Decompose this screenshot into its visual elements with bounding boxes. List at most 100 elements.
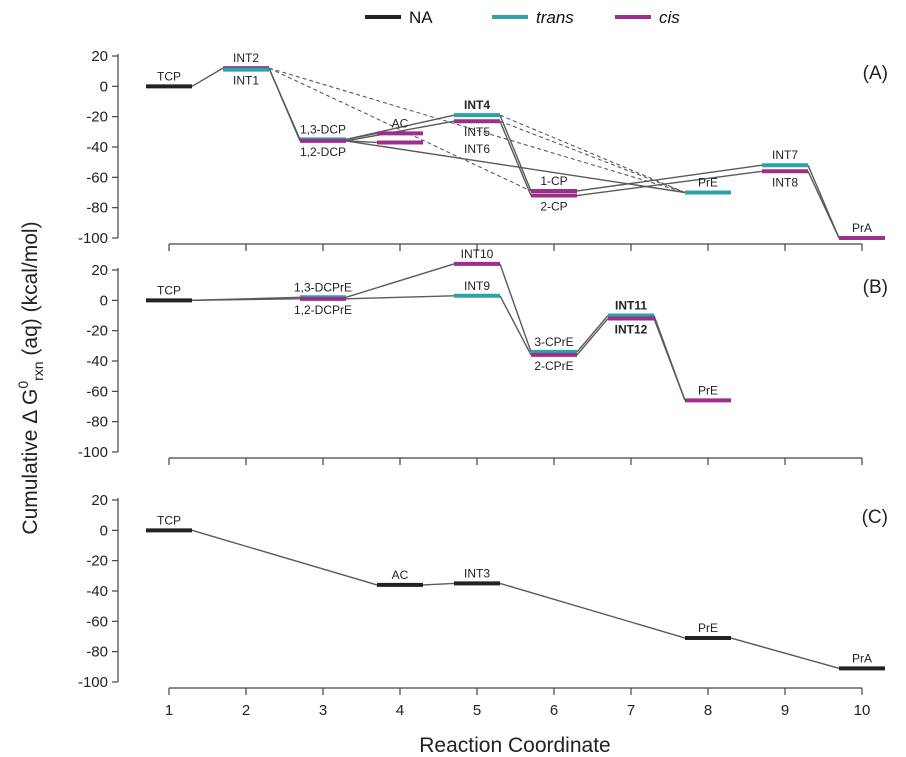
y-axis-title: Cumulative Δ G0rxn (aq) (kcal/mol) <box>15 221 46 534</box>
legend-item-cis: cis <box>615 8 680 27</box>
connector-line <box>268 67 301 142</box>
level-label-AC: AC <box>392 568 409 582</box>
x-tick-label: 5 <box>473 702 481 719</box>
connector-line <box>653 318 686 401</box>
panel-1: 20 0 -20 -40 -60 -80 -100 (B) TCP 1,3-DCPrE 1,2-DC… <box>78 247 888 465</box>
panel-tag: (B) <box>863 277 888 298</box>
legend-label-trans: trans <box>536 8 574 27</box>
y-tick-label: -20 <box>86 109 108 126</box>
connector-line <box>191 529 378 586</box>
connector-line <box>345 120 455 142</box>
x-axis-title: Reaction Coordinate <box>419 734 610 757</box>
level-label-TCP: TCP <box>157 69 181 83</box>
connector-line <box>191 67 224 87</box>
y-axis-title-sub: rxn <box>30 361 46 380</box>
panel-2: 20 0 -20 -40 -60 -80 -100 1 2 3 4 5 6 7 8 9 10 (C) TCP AC IN… <box>78 492 888 719</box>
level-label-PrE: PrE <box>698 383 718 397</box>
connector-line <box>268 67 686 194</box>
connector-line <box>422 582 455 586</box>
x-tick-label: 4 <box>396 702 404 719</box>
x-tick-label: 6 <box>550 702 558 719</box>
level-label-1CP: 1-CP <box>540 174 567 188</box>
y-axis-title-sup: 0 <box>15 381 31 389</box>
y-tick-label: -80 <box>86 414 108 431</box>
y-tick-label: -60 <box>86 169 108 186</box>
level-label-INT11: INT11 <box>615 299 647 313</box>
connector-line <box>730 637 840 670</box>
y-tick-label: -40 <box>86 353 108 370</box>
level-label-12DCP: 1,2-DCP <box>300 145 346 159</box>
connector-line <box>268 67 532 192</box>
x-tick-label: 9 <box>781 702 789 719</box>
connector-line <box>499 114 532 192</box>
level-label-3CPrE: 3-CPrE <box>534 335 573 349</box>
legend-item-trans: trans <box>492 8 574 27</box>
panel-tag: (C) <box>862 507 888 528</box>
level-label-PrA: PrA <box>852 221 872 235</box>
level-label-13DCPrE: 1,3-DCPrE <box>294 280 352 294</box>
level-label-ACa: AC <box>392 116 409 130</box>
level-label-PrE: PrE <box>698 621 718 635</box>
connector-line <box>576 318 609 356</box>
connector-line <box>499 295 532 356</box>
level-label-PrA: PrA <box>852 651 872 665</box>
level-label-INT1: INT1 <box>233 74 259 88</box>
level-label-TCP: TCP <box>157 283 181 297</box>
connector-line <box>499 114 686 194</box>
connector-line <box>345 295 455 300</box>
y-tick-label: 0 <box>100 522 108 539</box>
x-tick-label: 10 <box>854 702 871 719</box>
x-tick-label: 1 <box>165 702 173 719</box>
panel-0: 20 0 -20 -40 -60 -80 -100 (A) TCP INT2 INT1 1,3-DCP… <box>78 48 888 251</box>
y-tick-label: -60 <box>86 383 108 400</box>
y-tick-label: -20 <box>86 553 108 570</box>
y-tick-label: -80 <box>86 644 108 661</box>
level-label-INT4: INT4 <box>464 98 490 112</box>
y-tick-label: 20 <box>91 48 108 65</box>
y-tick-label: -80 <box>86 200 108 217</box>
level-label-INT5: INT5 <box>464 125 490 139</box>
connector-line <box>576 315 609 353</box>
level-label-INT2: INT2 <box>233 51 259 65</box>
level-label-2CPrE: 2-CPrE <box>534 359 573 373</box>
level-label-extra: INT6 <box>464 142 490 156</box>
connector-line <box>576 164 763 192</box>
legend-item-NA: NA <box>365 8 433 27</box>
level-label-PrE: PrE <box>698 176 718 190</box>
y-axis-title-tail: (aq) (kcal/mol) <box>19 221 42 361</box>
connector-line <box>499 120 686 194</box>
y-tick-label: 20 <box>91 262 108 279</box>
legend-label-NA: NA <box>409 8 433 27</box>
x-tick-label: 8 <box>704 702 712 719</box>
connector-line <box>499 263 532 353</box>
y-tick-label: -60 <box>86 613 108 630</box>
legend-label-cis: cis <box>659 8 680 27</box>
connector-line <box>345 263 455 298</box>
connector-line <box>499 582 686 639</box>
y-tick-label: -100 <box>78 230 108 247</box>
level-label-INT7: INT7 <box>772 148 798 162</box>
y-axis-title-main: Cumulative Δ G <box>19 389 42 535</box>
level-label-INT3: INT3 <box>464 566 490 580</box>
y-tick-label: 20 <box>91 492 108 509</box>
chart-panels: 200-20-40-60-80-100(A)TCPINT2INT11,3-DCP… <box>78 48 888 719</box>
level-label-INT12: INT12 <box>615 323 648 337</box>
level-label-2CP: 2-CP <box>540 200 567 214</box>
y-tick-label: -20 <box>86 323 108 340</box>
level-label-TCP: TCP <box>157 513 181 527</box>
connector-line <box>191 298 301 302</box>
level-label-INT9: INT9 <box>464 279 490 293</box>
x-tick-label: 7 <box>627 702 635 719</box>
y-tick-label: 0 <box>100 292 108 309</box>
level-label-INT10: INT10 <box>461 247 494 261</box>
connector-line <box>807 170 840 239</box>
y-tick-label: -40 <box>86 139 108 156</box>
x-tick-label: 3 <box>319 702 327 719</box>
legend: NA trans cis <box>365 8 680 27</box>
connector-line <box>345 114 455 141</box>
connector-line <box>576 170 763 197</box>
level-label-INT8: INT8 <box>772 175 798 189</box>
connector-line <box>499 120 532 196</box>
x-tick-label: 2 <box>242 702 250 719</box>
